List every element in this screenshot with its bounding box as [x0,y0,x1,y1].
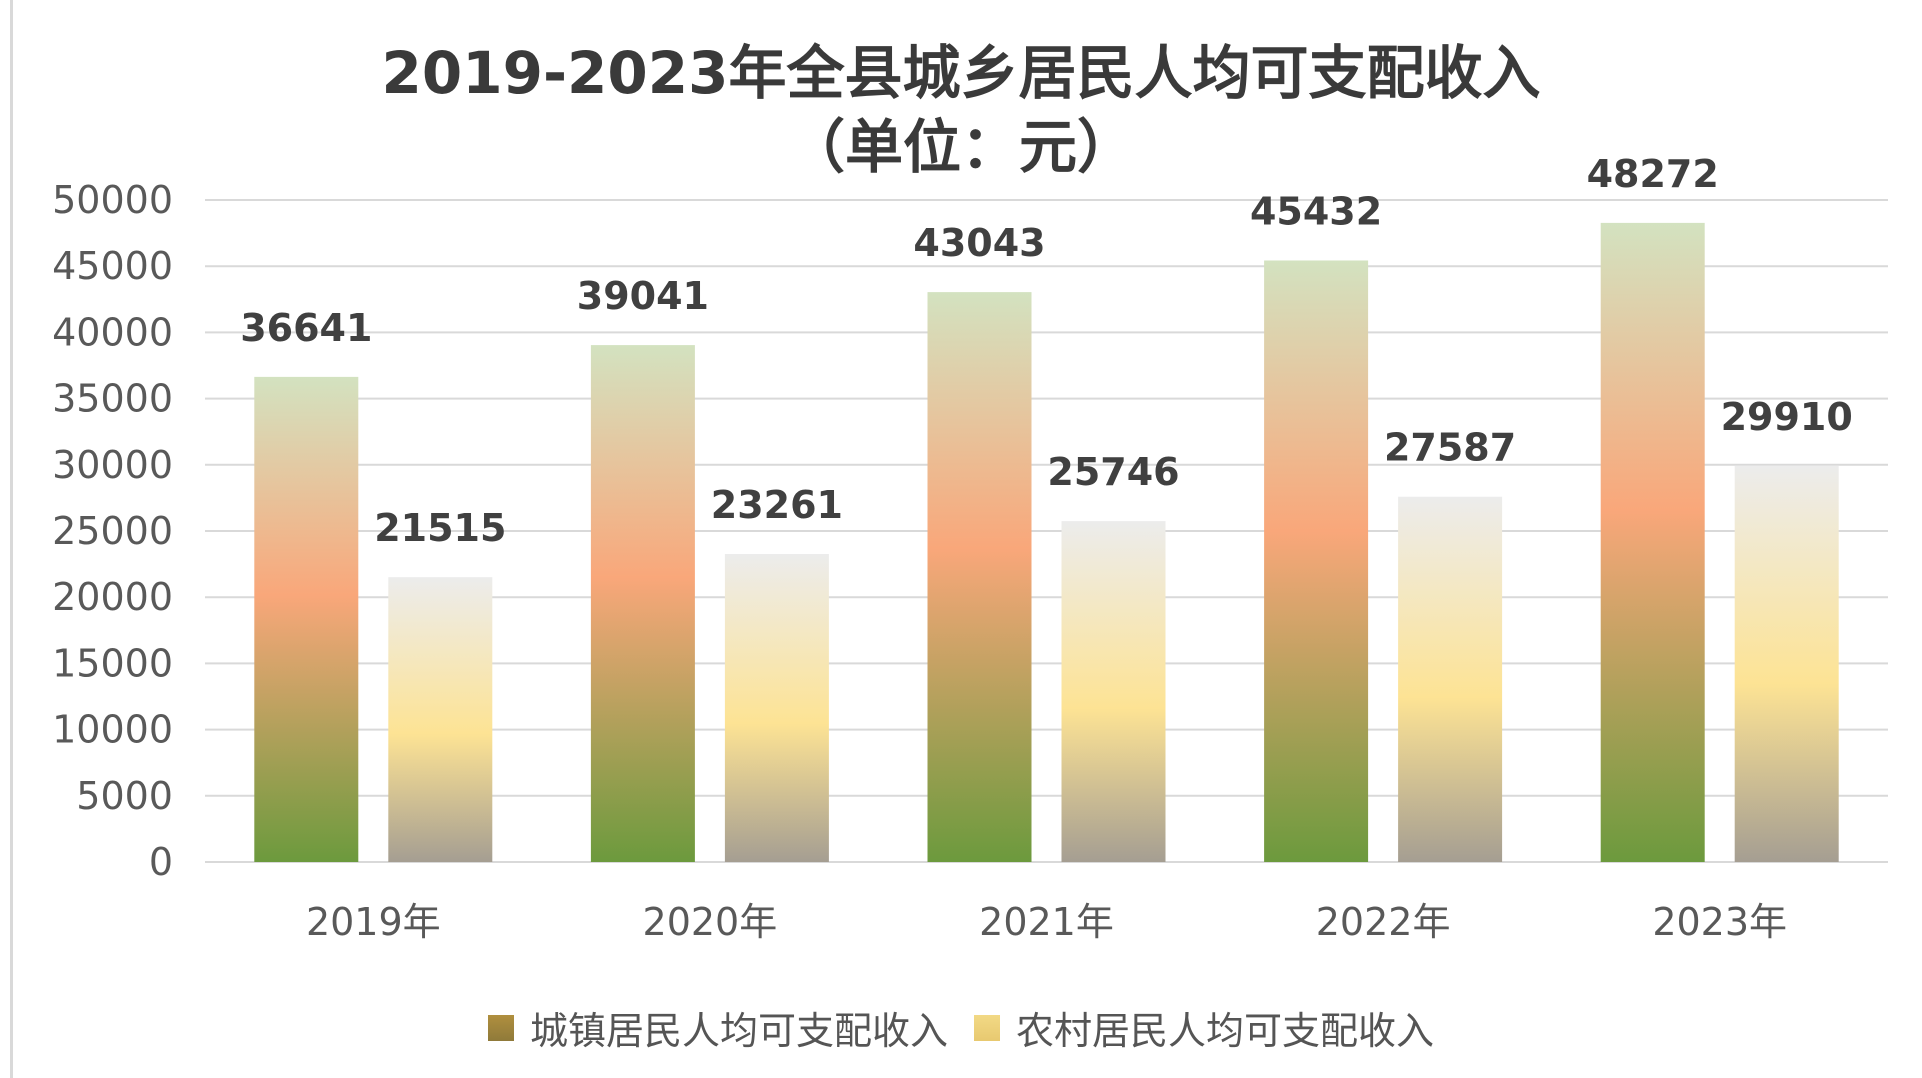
chart-subtitle: （单位：元） [786,113,1135,181]
bar-urban [1264,260,1369,862]
y-tick-label: 10000 [52,708,173,752]
bar-urban [590,345,695,862]
y-tick-label: 30000 [52,443,173,487]
data-label: 29910 [1721,395,1853,439]
legend-swatch-urban [487,1014,514,1041]
y-tick-label: 0 [149,840,173,884]
y-tick-label: 50000 [52,178,173,222]
data-label: 23261 [711,483,843,527]
legend-swatch-rural [974,1014,1000,1041]
data-label: 25746 [1047,450,1179,494]
x-tick-label: 2022年 [1316,900,1451,944]
y-tick-label: 45000 [52,244,173,288]
y-tick-label: 40000 [52,310,173,354]
x-tick-label: 2020年 [643,900,778,944]
bar-urban [254,376,359,862]
data-label: 21515 [374,506,506,550]
data-label: 48272 [1587,152,1719,196]
y-tick-label: 35000 [52,377,173,421]
bar-rural [1061,521,1166,862]
legend-label-rural: 农村居民人均可支配收入 [1016,1009,1435,1053]
legend-item-rural[interactable]: 农村居民人均可支配收入 [974,1000,1434,1055]
y-tick-label: 15000 [52,641,173,685]
x-tick-label: 2019年 [306,900,441,944]
chart-legend: 城镇居民人均可支配收入 农村居民人均可支配收入 [0,1000,1922,1055]
data-label: 36641 [240,306,372,350]
bar-rural [1734,465,1839,862]
legend-label-urban: 城镇居民人均可支配收入 [529,1009,948,1053]
data-label: 27587 [1384,426,1516,470]
data-label: 45432 [1250,189,1382,233]
x-tick-label: 2021年 [979,900,1114,944]
x-tick-label: 2023年 [1652,900,1787,944]
bar-rural [1398,496,1503,862]
data-label: 39041 [577,274,709,318]
y-tick-label: 25000 [52,509,173,553]
bar-rural [388,577,493,862]
legend-item-urban[interactable]: 城镇居民人均可支配收入 [487,1000,948,1055]
left-border-line [10,0,13,1078]
y-tick-label: 5000 [76,774,173,818]
bar-urban [1600,222,1705,862]
bar-rural [724,554,829,862]
chart-title: 2019-2023年全县城乡居民人均可支配收入 [381,39,1541,107]
y-tick-label: 20000 [52,575,173,619]
bar-urban [927,292,1032,862]
data-label: 43043 [913,221,1045,265]
